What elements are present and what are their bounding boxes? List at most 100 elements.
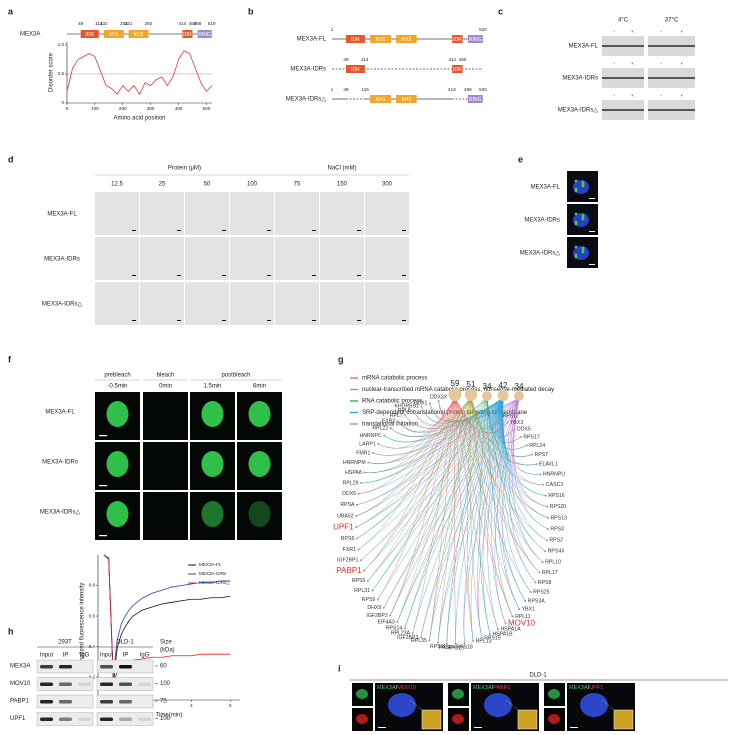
size-header: Size xyxy=(160,640,172,646)
gene-node xyxy=(376,598,379,601)
granule xyxy=(574,187,578,191)
sign: - xyxy=(613,29,615,34)
network-edge xyxy=(367,397,504,582)
droplet-image xyxy=(95,282,139,325)
network-edge xyxy=(397,397,504,433)
gene-node xyxy=(389,614,392,617)
network-edge xyxy=(454,397,522,444)
gene-label: RPL22 xyxy=(372,425,388,431)
scale-bar xyxy=(357,230,361,231)
gene-node xyxy=(546,528,549,531)
scale-bar xyxy=(177,230,181,231)
domain xyxy=(182,30,193,38)
network-edge xyxy=(470,397,543,563)
condensate xyxy=(248,401,271,427)
droplet-image xyxy=(185,237,229,280)
construct-name: MEX3A-IDRs xyxy=(290,67,326,73)
scale-bar xyxy=(222,275,226,276)
row-label: MEX3A-FL xyxy=(531,185,561,191)
column-header: 300 xyxy=(382,182,393,188)
domain xyxy=(370,95,392,103)
domain-label: RING xyxy=(469,97,482,103)
gene-label: RPS20 xyxy=(550,504,567,510)
domain-end: 292 xyxy=(145,21,153,26)
y-tick-label: 0.5 xyxy=(58,71,65,76)
band xyxy=(119,665,132,669)
gene-node xyxy=(538,571,541,574)
stain-label: MEX3A/UPF1 xyxy=(569,685,603,691)
gene-label: RPL17 xyxy=(542,570,558,576)
signal xyxy=(356,714,368,724)
gene-label: FXR1 xyxy=(343,547,356,553)
tube-band xyxy=(602,45,644,47)
frap-image xyxy=(143,392,188,440)
scale-bar xyxy=(589,264,595,265)
domain-start: 49 xyxy=(78,21,84,26)
granule xyxy=(581,180,585,184)
y-tick-label: 0 xyxy=(61,100,64,105)
size-label: 60 xyxy=(160,664,167,670)
band xyxy=(119,700,132,704)
droplet-image xyxy=(320,192,364,235)
network-edge xyxy=(455,397,504,644)
column-header: 150 xyxy=(337,182,348,188)
network-edge xyxy=(494,397,520,624)
network-edge xyxy=(377,397,504,600)
scale-bar xyxy=(402,275,406,276)
term-count: 42 xyxy=(499,381,508,390)
gene-node xyxy=(534,581,537,584)
scale-bar xyxy=(132,320,136,321)
gene-label: DHX9 xyxy=(367,605,381,611)
gene-label: UPF1 xyxy=(333,522,354,531)
residue-number: 1 xyxy=(331,27,334,32)
gene-label: RPL7 xyxy=(390,413,403,419)
gene-label: RPS25 xyxy=(533,589,550,595)
gene-node xyxy=(463,641,466,644)
y-axis-label: Disorder score xyxy=(49,52,55,92)
stain-green: MEX3A xyxy=(473,685,492,691)
term-count: 34 xyxy=(515,382,524,391)
network-edge xyxy=(372,397,504,591)
network-edge xyxy=(363,397,472,571)
condensate xyxy=(106,451,129,477)
tube-band xyxy=(648,77,695,79)
network-edge xyxy=(469,397,482,639)
granule xyxy=(574,253,578,257)
band xyxy=(100,665,113,669)
gene-label: FMR1 xyxy=(356,450,370,456)
gene-label: HSPA1A xyxy=(500,626,521,632)
droplet-image xyxy=(275,237,319,280)
sign: - xyxy=(613,93,615,98)
nucleus xyxy=(388,693,416,717)
row-label: MEX3A-IDRs△ xyxy=(520,251,561,257)
x-tick-label: 400 xyxy=(175,106,183,111)
nucleus xyxy=(484,693,512,717)
domain xyxy=(467,95,483,103)
y-tick-label: 0.8 xyxy=(89,583,96,588)
network-edge xyxy=(467,397,474,642)
gene-label: HNRNPM xyxy=(343,460,366,466)
y-tick-label: 0.4 xyxy=(89,644,96,649)
network-edge xyxy=(501,397,537,466)
gene-node xyxy=(412,409,415,412)
panel-title: DLD-1 xyxy=(529,673,547,679)
condensate xyxy=(248,451,271,477)
gene-label: RPS3 xyxy=(550,526,564,532)
time-label: 0min xyxy=(159,384,172,390)
gene-label: RPS7 xyxy=(534,452,548,458)
network-edge xyxy=(513,397,548,530)
network-edge xyxy=(500,397,533,457)
gene-node xyxy=(420,405,423,408)
residue-number: 49 xyxy=(343,87,349,92)
temperature: 37°C xyxy=(665,18,679,24)
term-hub xyxy=(482,391,492,402)
gene-node xyxy=(389,427,392,430)
sign: + xyxy=(631,93,634,98)
gene-node xyxy=(355,526,358,529)
band xyxy=(40,665,53,669)
network-edge xyxy=(356,397,472,517)
gene-label: RPS19 xyxy=(447,645,464,651)
gene-node xyxy=(544,550,547,553)
band xyxy=(59,717,72,721)
